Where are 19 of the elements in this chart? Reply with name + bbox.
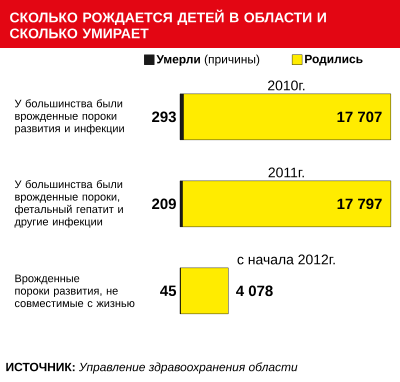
chart-title: СКОЛЬКО РОЖДАЕТСЯ ДЕТЕЙ В ОБЛАСТИ И СКОЛЬКО УМИРАЕТ xyxy=(10,10,326,38)
annotation: 2010г. xyxy=(268,80,304,90)
annotation: с начала 2012г. xyxy=(238,254,335,264)
annotation: 2011г. xyxy=(268,168,304,178)
legend-label: Родились xyxy=(305,54,363,66)
data-label: 45 xyxy=(160,286,176,296)
bar xyxy=(180,268,228,314)
data-label: 17 707 xyxy=(338,112,382,122)
bar xyxy=(183,94,392,140)
y-tick-label: У большинства были врожденные пороки развития и инфекции xyxy=(14,99,124,134)
data-label: 209 xyxy=(152,198,176,210)
legend-label: Умерли (причины) xyxy=(156,54,260,66)
bar xyxy=(182,180,392,228)
text: ИСТОЧНИК: Управление здравоохранения области xyxy=(6,362,298,374)
y-tick-label: Врожденные пороки развития, не совместимые с жизнью xyxy=(14,274,134,308)
data-label: 4 078 xyxy=(236,286,273,296)
y-tick-label: У большинства были врожденные пороки, фетальный гепатит и другие инфекции xyxy=(14,180,123,228)
data-label: 293 xyxy=(152,112,176,122)
data-label: 17 797 xyxy=(338,198,382,210)
